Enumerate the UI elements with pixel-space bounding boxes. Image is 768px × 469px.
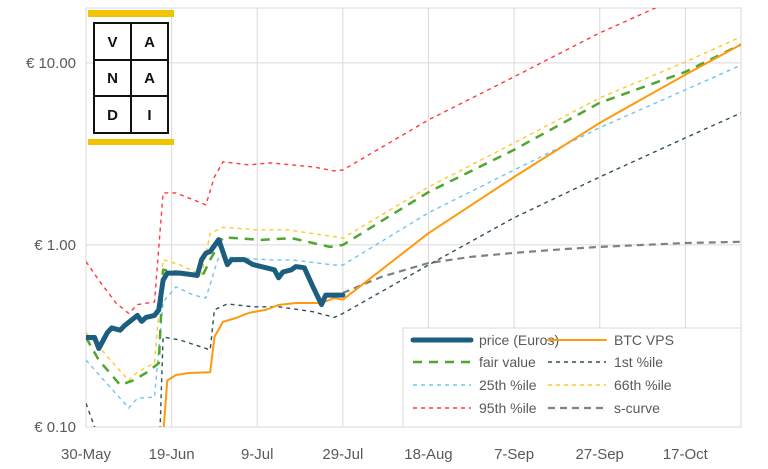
logo-bar-bottom — [88, 139, 174, 145]
series-line-95th-ile — [86, 8, 658, 315]
legend-label: 1st %ile — [614, 354, 663, 370]
x-tick-label: 29-Jul — [322, 446, 363, 463]
y-tick-label: € 0.10 — [34, 419, 76, 436]
legend: price (Euros) fair value 25th %ile 95th %il… — [402, 327, 742, 428]
legend-label: 95th %ile — [479, 400, 537, 416]
legend-label: 66th %ile — [614, 377, 672, 393]
x-tick-label: 30-May — [61, 446, 112, 463]
x-tick-label: 9-Jul — [241, 446, 274, 463]
x-tick-label: 17-Oct — [663, 446, 709, 463]
x-tick-label: 19-Jun — [149, 446, 195, 463]
legend-label: fair value — [479, 354, 536, 370]
x-tick-label: 27-Sep — [576, 446, 624, 463]
series-line-s-curve — [342, 240, 741, 294]
x-tick-label: 7-Sep — [494, 446, 534, 463]
legend-label: price (Euros) — [479, 332, 559, 348]
logo-letter: D — [107, 107, 118, 124]
y-tick-label: € 10.00 — [26, 55, 76, 72]
logo-letter: A — [144, 70, 155, 87]
x-tick-label: 18-Aug — [404, 446, 452, 463]
y-axis-labels: € 10.00 € 1.00 € 0.10 — [26, 55, 76, 436]
series-line-btc-vps — [162, 43, 741, 427]
legend-box — [402, 327, 742, 428]
vanadi-logo: V A N A D I — [88, 10, 174, 145]
legend-label: 25th %ile — [479, 377, 537, 393]
series-line-price-euros- — [86, 237, 346, 351]
logo-letter: A — [144, 34, 155, 51]
legend-label: s-curve — [614, 400, 660, 416]
series-line-66th-ile — [86, 36, 741, 382]
legend-label: BTC VPS — [614, 332, 674, 348]
logo-letter: N — [107, 70, 118, 87]
logo-bar-top — [88, 10, 174, 17]
logo-letter: I — [147, 107, 151, 124]
y-tick-label: € 1.00 — [34, 237, 76, 254]
series-group — [86, 8, 741, 427]
logo-letter: V — [107, 34, 117, 51]
x-axis-labels: 30-May 19-Jun 9-Jul 29-Jul 18-Aug 7-Sep … — [61, 446, 709, 463]
series-line-fair-value — [86, 43, 741, 387]
